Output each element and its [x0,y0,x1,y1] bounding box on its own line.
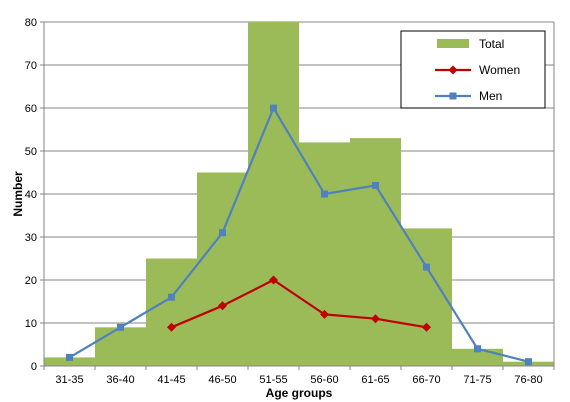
x-tick-label: 51-55 [259,374,287,386]
point-men [525,358,532,366]
point-women [320,309,329,319]
point-women [167,322,176,332]
point-men [423,263,430,271]
bar-total [197,172,248,366]
point-men [117,323,124,331]
point-women [371,314,380,324]
legend-item-women: Women [435,63,520,77]
legend-box [400,30,546,109]
point-women [422,322,431,332]
series-women [167,275,431,332]
bar-total [44,357,95,366]
x-tick-label: 56-60 [310,374,338,386]
point-men [321,190,328,198]
x-axis-title: Age groups [266,386,333,400]
legend-marker-women [448,65,458,75]
y-tick-label: 60 [25,103,37,115]
x-tick-label: 46-50 [208,374,236,386]
x-tick-label: 31-35 [55,374,83,386]
y-tick-label: 80 [25,17,37,29]
y-tick-label: 70 [25,60,37,72]
x-tick-label: 66-70 [412,374,440,386]
line-men [68,106,529,363]
bar-total [401,228,452,366]
bar-total [248,22,299,366]
point-men [474,345,481,353]
y-tick-label: 40 [25,189,37,201]
y-tick-label: 0 [31,361,37,373]
point-men [66,353,73,361]
legend-swatch-total [437,39,469,48]
x-tick-label: 76-80 [514,374,542,386]
total-bars [44,22,554,366]
point-women [218,301,227,311]
y-tick-label: 50 [25,146,37,158]
y-axis-title: Number [11,171,25,217]
legend-item-men: Men [435,89,502,103]
line-women [171,278,427,329]
legend-item-total: Total [437,37,504,51]
legend-label-women: Women [479,63,520,77]
y-tick-label: 10 [25,318,37,330]
axes [40,21,555,370]
bar-total [350,138,401,366]
legend: Total Women Men [400,30,546,109]
x-tick-label: 71-75 [463,374,491,386]
bar-total [299,142,350,366]
point-women [269,275,278,285]
bar-total [95,327,146,366]
x-tick-labels: 31-35 36-40 41-45 46-50 51-55 56-60 61-65 66-70… [55,374,542,386]
x-tick-label: 61-65 [361,374,389,386]
point-men [168,293,175,301]
x-tick-label: 41-45 [157,374,185,386]
point-men [270,104,277,112]
legend-marker-men [449,92,457,100]
y-tick-labels: 0 10 20 30 40 50 60 70 80 [25,17,37,373]
legend-label-men: Men [479,89,502,103]
y-tick-label: 30 [25,232,37,244]
series-men [66,104,532,366]
point-men [219,229,226,237]
legend-label-total: Total [479,37,504,51]
series-lines [66,104,532,366]
point-men [372,181,379,189]
x-tick-label: 36-40 [106,374,134,386]
y-tick-label: 20 [25,275,37,287]
